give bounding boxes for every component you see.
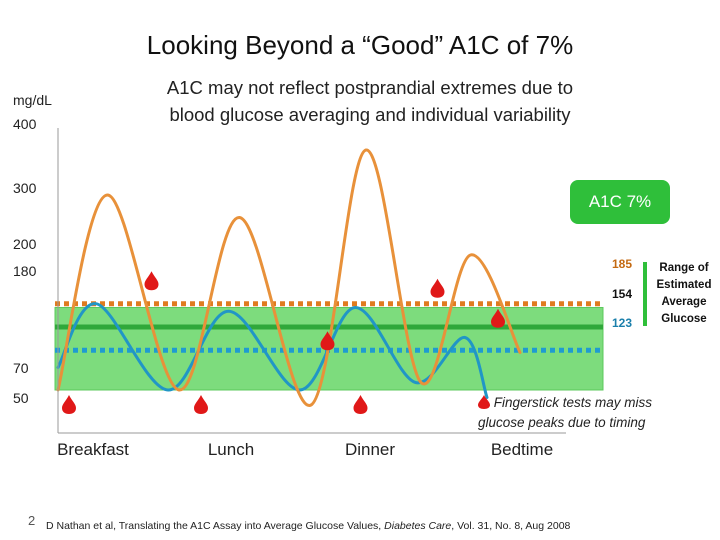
slide-number: 2 <box>28 513 36 528</box>
fingerstick-note-line-1: Fingerstick tests may miss <box>478 393 678 413</box>
x-tick-bedtime: Bedtime <box>490 440 554 459</box>
x-tick-breakfast: Breakfast <box>57 440 129 459</box>
ref-label-154: 154 <box>611 287 632 301</box>
fingerstick-drop-4 <box>320 331 335 351</box>
blood-drop-icon <box>478 395 490 409</box>
series-line-high-variability <box>56 148 522 407</box>
series-line-low-variability <box>56 302 489 399</box>
x-tick-dinner: Dinner <box>344 440 396 459</box>
range-label: Range of Estimated Average Glucose <box>656 262 712 325</box>
subtitle-line-2: blood glucose averaging and individual v… <box>169 104 571 125</box>
a1c-badge: A1C 7% <box>570 180 670 224</box>
y-tick-70: 70 <box>13 360 29 376</box>
fingerstick-note-text-2: glucose peaks due to timing <box>478 415 646 430</box>
fingerstick-drop-3 <box>194 395 208 414</box>
y-tick-400: 400 <box>13 116 37 132</box>
chart-title: Looking Beyond a “Good” A1C of 7% <box>146 30 574 60</box>
ref-label-123: 123 <box>611 316 632 330</box>
y-tick-200: 200 <box>13 236 37 252</box>
y-axis-label: mg/dL <box>13 92 52 108</box>
citation-journal: Diabetes Care <box>384 520 452 532</box>
fingerstick-drop-6 <box>430 278 445 298</box>
fingerstick-drop-7 <box>491 308 505 328</box>
fingerstick-drop-1 <box>62 395 76 414</box>
x-tick-lunch: Lunch <box>207 440 255 459</box>
ref-label-185: 185 <box>611 257 632 271</box>
y-tick-50: 50 <box>13 390 29 406</box>
fingerstick-note: Fingerstick tests may miss glucose peaks… <box>478 393 678 433</box>
fingerstick-drop-5 <box>353 395 368 414</box>
subtitle-line-1: A1C may not reflect postprandial extreme… <box>166 77 574 98</box>
fingerstick-drop-2 <box>144 271 159 291</box>
y-tick-300: 300 <box>13 180 37 196</box>
fingerstick-note-text-1: Fingerstick tests may miss <box>493 395 653 410</box>
y-tick-180: 180 <box>13 263 37 279</box>
citation-suffix: , Vol. 31, No. 8, Aug 2008 <box>451 520 571 532</box>
citation: D Nathan et al, Translating the A1C Assa… <box>46 519 626 540</box>
citation-prefix: D Nathan et al, Translating the A1C Assa… <box>46 520 385 532</box>
chart-subtitle: A1C may not reflect postprandial extreme… <box>120 74 620 128</box>
